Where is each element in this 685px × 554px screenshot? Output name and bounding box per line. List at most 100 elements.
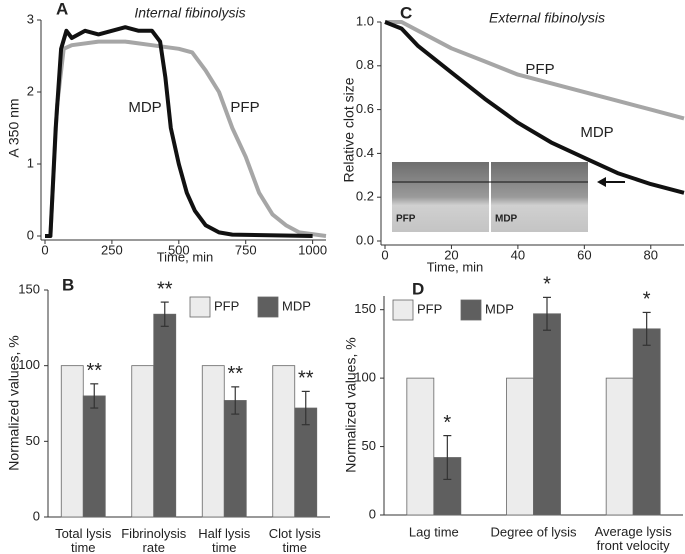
- inset-label: MDP: [495, 214, 518, 225]
- y-tick-label: 50: [26, 433, 40, 448]
- x-tick-label: Degree of lysis: [491, 524, 577, 539]
- inset-label: PFP: [396, 214, 416, 225]
- error-bar: [90, 383, 99, 409]
- y-axis-label: Normalized values, %: [6, 335, 22, 470]
- bar: [153, 313, 177, 518]
- error-bar: [543, 296, 551, 331]
- y-axis-label: Relative clot size: [341, 77, 357, 182]
- bar: [223, 400, 247, 518]
- y-tick-label: 0.0: [356, 232, 374, 247]
- x-tick-label: Total lysis time: [55, 526, 112, 554]
- x-axis-label: Time, min: [427, 259, 484, 274]
- chart-title: External fibinolysis: [489, 10, 605, 26]
- x-tick-label: Fibrinolysis rate: [121, 526, 187, 554]
- significance: **: [86, 360, 102, 382]
- error-bar: [160, 301, 169, 327]
- panel-letter: B: [62, 275, 74, 294]
- legend-label: MDP: [282, 298, 311, 313]
- y-tick-label: 3: [27, 11, 34, 26]
- y-tick-label: 0.4: [356, 145, 374, 160]
- panel: 0 1 2 3 0 250 500 750 1000 Internal fibinolysis Ti…: [6, 0, 327, 264]
- legend-swatch: [257, 296, 279, 318]
- series-line: [45, 25, 313, 238]
- y-tick-label: 100: [18, 357, 40, 372]
- x-axis-label: Time, min: [157, 249, 214, 264]
- panel: 0.0 0.2 0.4 0.6 0.8 1.0 0 20 40 60 80 External fibi…: [341, 3, 685, 274]
- x-tick-label: 1000: [298, 242, 327, 257]
- y-tick-label: 0.6: [356, 101, 374, 116]
- bar: [272, 365, 296, 518]
- bar: [605, 377, 634, 516]
- inset-mdp: [491, 162, 588, 232]
- y-tick-label: 1: [27, 155, 34, 170]
- x-tick-label: 80: [644, 247, 658, 262]
- x-tick-label: 750: [235, 242, 257, 257]
- legend-label: PFP: [417, 301, 442, 316]
- significance: **: [157, 278, 173, 300]
- series-line: [45, 39, 327, 238]
- significance: *: [643, 289, 651, 311]
- bar: [201, 365, 225, 518]
- series-line: [384, 20, 685, 195]
- bar: [406, 377, 435, 516]
- significance: **: [298, 368, 314, 390]
- y-tick-label: 50: [362, 438, 376, 453]
- chart-title: Internal fibinolysis: [134, 5, 245, 21]
- y-tick-label: 2: [27, 83, 34, 98]
- y-tick-label: 0.2: [356, 189, 374, 204]
- legend-label: MDP: [485, 301, 514, 316]
- error-bar: [443, 435, 452, 481]
- y-tick-label: 150: [18, 281, 40, 296]
- series-label: MDP: [128, 99, 161, 116]
- x-tick-label: 250: [101, 242, 123, 257]
- y-tick-label: 150: [354, 301, 376, 316]
- panel: 0 50 100 150 Normalized values, % Lag time * De…: [343, 274, 683, 553]
- x-tick-label: 20: [444, 247, 458, 262]
- inset-pfp: [392, 162, 489, 232]
- significance: **: [227, 363, 243, 385]
- significance: *: [543, 274, 551, 296]
- x-tick-label: 500: [168, 242, 190, 257]
- x-tick-label: 0: [41, 242, 48, 257]
- series-label: MDP: [580, 124, 613, 141]
- bar: [533, 313, 561, 516]
- series-label: PFP: [230, 99, 259, 116]
- arrow-head: [597, 177, 606, 187]
- x-tick-label: Average lysis front velocity: [595, 524, 673, 553]
- legend-label: PFP: [214, 298, 239, 313]
- y-tick-label: 0: [27, 227, 34, 242]
- x-tick-label: 0: [381, 247, 388, 262]
- y-axis-label: A 350 nm: [6, 98, 22, 157]
- x-tick-label: 40: [511, 247, 525, 262]
- x-tick-label: 60: [577, 247, 591, 262]
- series-label: PFP: [525, 61, 554, 78]
- series-line: [385, 20, 685, 121]
- bar: [632, 328, 661, 516]
- significance: *: [443, 412, 451, 434]
- inset-image: PFP MDP: [392, 162, 625, 232]
- error-bar: [301, 390, 310, 426]
- bar: [82, 395, 106, 518]
- panel-letter: C: [400, 3, 412, 22]
- x-tick-label: Half lysis time: [198, 526, 251, 554]
- legend-swatch: [460, 299, 482, 321]
- y-tick-label: 0: [369, 506, 376, 521]
- panel: 0 50 100 150 Normalized values, % Total lysis…: [6, 275, 330, 554]
- y-tick-label: 1.0: [356, 13, 374, 28]
- bar: [506, 377, 534, 516]
- x-tick-label: Lag time: [409, 524, 459, 539]
- y-axis-label: Normalized values, %: [343, 337, 359, 472]
- y-tick-label: 0: [33, 508, 40, 523]
- error-bar: [642, 311, 651, 346]
- y-tick-label: 100: [354, 370, 376, 385]
- legend-swatch: [392, 299, 414, 321]
- panel-letter: A: [56, 0, 68, 18]
- bar: [131, 365, 155, 518]
- panel-letter: D: [412, 279, 424, 298]
- x-tick-label: Clot lysis time: [269, 526, 322, 554]
- legend-swatch: [189, 296, 211, 318]
- y-tick-label: 0.8: [356, 57, 374, 72]
- bar: [60, 365, 84, 518]
- error-bar: [231, 386, 240, 415]
